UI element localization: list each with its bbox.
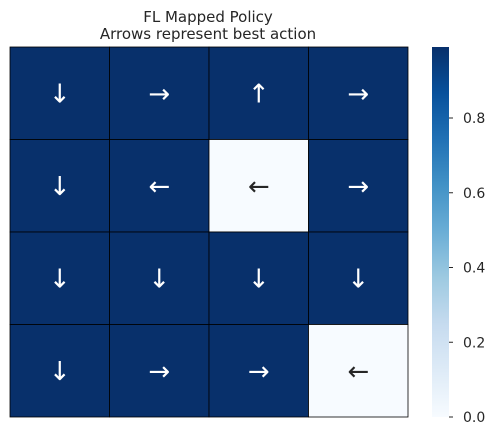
heatmap-cell-2-1 xyxy=(109,231,210,325)
cell-arrow-0-2: ↑ xyxy=(248,79,270,109)
heatmap-cells: ↓ → ↑ → ↓ ← ← → ↓ ↓ ↓ ↓ ↓ → → ← xyxy=(9,46,409,418)
colorbar-tick-label-2: 0.4 xyxy=(463,261,485,277)
cell-arrow-0-0: ↓ xyxy=(49,79,71,109)
cell-arrow-2-1: ↓ xyxy=(148,264,170,294)
heatmap-cell-3-1 xyxy=(109,324,210,418)
cell-arrow-1-3: → xyxy=(347,172,369,202)
colorbar-tick-label-1: 0.2 xyxy=(463,335,485,351)
heatmap-cell-3-3 xyxy=(308,324,409,418)
cell-arrow-3-1: → xyxy=(148,357,170,387)
colorbar-ticks: 0.0 0.2 0.4 0.6 0.8 xyxy=(449,111,485,426)
colorbar xyxy=(432,47,449,417)
heatmap-cell-1-0 xyxy=(9,139,110,233)
cell-arrow-0-1: → xyxy=(148,79,170,109)
cell-arrow-2-2: ↓ xyxy=(248,264,270,294)
cell-arrow-1-2: ← xyxy=(248,172,270,202)
cell-arrow-2-0: ↓ xyxy=(49,264,71,294)
cell-arrow-0-3: → xyxy=(347,79,369,109)
chart-subtitle: Arrows represent best action xyxy=(100,25,316,43)
colorbar-tick-label-4: 0.8 xyxy=(463,111,485,127)
cell-arrow-1-1: ← xyxy=(148,172,170,202)
cell-arrow-3-3: ← xyxy=(347,357,369,387)
heatmap-cell-0-0 xyxy=(9,46,110,140)
heatmap-cell-3-0 xyxy=(9,324,110,418)
heatmap-cell-2-3 xyxy=(308,231,409,325)
colorbar-tick-label-0: 0.0 xyxy=(463,410,485,426)
cell-arrow-3-2: → xyxy=(248,357,270,387)
colorbar-tick-label-3: 0.6 xyxy=(463,186,485,202)
cell-arrow-3-0: ↓ xyxy=(49,357,71,387)
heatmap-cell-1-1 xyxy=(109,139,210,233)
heatmap-cell-0-2 xyxy=(208,46,309,140)
heatmap-cell-0-3 xyxy=(308,46,409,140)
heatmap-cell-1-3 xyxy=(308,139,409,233)
heatmap-cell-0-1 xyxy=(109,46,210,140)
cell-arrow-1-0: ↓ xyxy=(49,172,71,202)
chart-title: FL Mapped Policy xyxy=(143,8,273,26)
heatmap-cell-3-2 xyxy=(208,324,309,418)
cell-arrow-2-3: ↓ xyxy=(347,264,369,294)
